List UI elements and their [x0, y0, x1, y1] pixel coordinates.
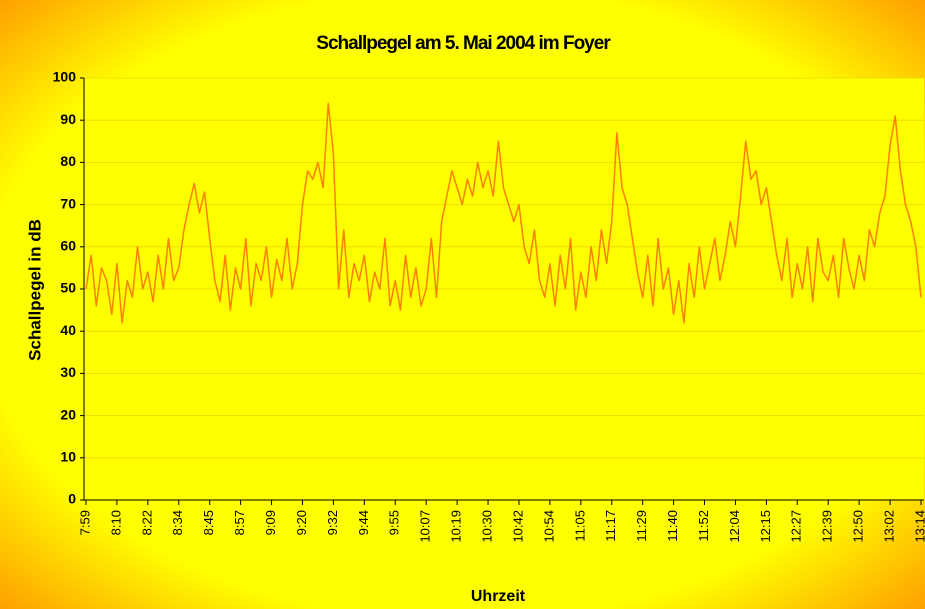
y-tick-label: 0 — [68, 491, 76, 507]
x-tick-label: 9:09 — [263, 510, 278, 535]
x-tick-label: 9:20 — [294, 510, 309, 535]
y-axis-label: Schallpegel in dB — [25, 219, 44, 361]
x-tick-label: 11:05 — [572, 510, 587, 542]
x-tick-label: 11:29 — [634, 510, 649, 542]
x-tick-label: 9:55 — [387, 510, 402, 535]
y-tick-label: 40 — [60, 322, 76, 338]
y-tick-label: 60 — [60, 238, 76, 254]
y-tick-label: 50 — [60, 280, 76, 296]
x-tick-label: 7:59 — [77, 510, 92, 535]
y-tick-label: 80 — [60, 153, 76, 169]
x-tick-label: 12:50 — [851, 510, 866, 543]
x-tick-label: 12:15 — [758, 510, 773, 543]
x-tick-label: 12:39 — [820, 510, 835, 543]
y-tick-label: 30 — [60, 364, 76, 380]
y-tick-label: 20 — [60, 406, 76, 422]
x-tick-label: 10:19 — [449, 510, 464, 543]
chart-title: Schallpegel am 5. Mai 2004 im Foyer — [316, 33, 611, 54]
x-tick-label: 10:42 — [510, 510, 525, 543]
x-tick-label: 9:44 — [356, 510, 371, 535]
x-tick-label: 8:22 — [139, 510, 154, 535]
x-tick-label: 8:10 — [108, 510, 123, 535]
x-tick-label: 8:45 — [201, 510, 216, 535]
x-tick-label: 10:07 — [418, 510, 433, 543]
x-tick-label: 9:32 — [325, 510, 340, 535]
y-tick-label: 70 — [60, 195, 76, 211]
y-tick-label: 10 — [60, 449, 76, 465]
x-tick-label: 13:02 — [882, 510, 897, 543]
x-axis-label: Uhrzeit — [471, 588, 526, 605]
y-tick-label: 100 — [53, 69, 77, 85]
x-tick-label: 8:57 — [232, 510, 247, 535]
x-tick-label: 13:14 — [912, 510, 925, 543]
y-tick-label: 90 — [60, 111, 76, 127]
x-tick-label: 12:04 — [727, 510, 742, 543]
x-tick-label: 8:34 — [170, 510, 185, 535]
data-line — [85, 102, 922, 324]
x-tick-label: 12:27 — [789, 510, 804, 543]
x-tick-label: 11:52 — [696, 510, 711, 542]
x-tick-label: 11:17 — [603, 510, 618, 542]
x-tick-label: 10:30 — [479, 510, 494, 543]
x-tick-label: 10:54 — [541, 510, 556, 543]
x-tick-label: 11:40 — [665, 510, 680, 542]
